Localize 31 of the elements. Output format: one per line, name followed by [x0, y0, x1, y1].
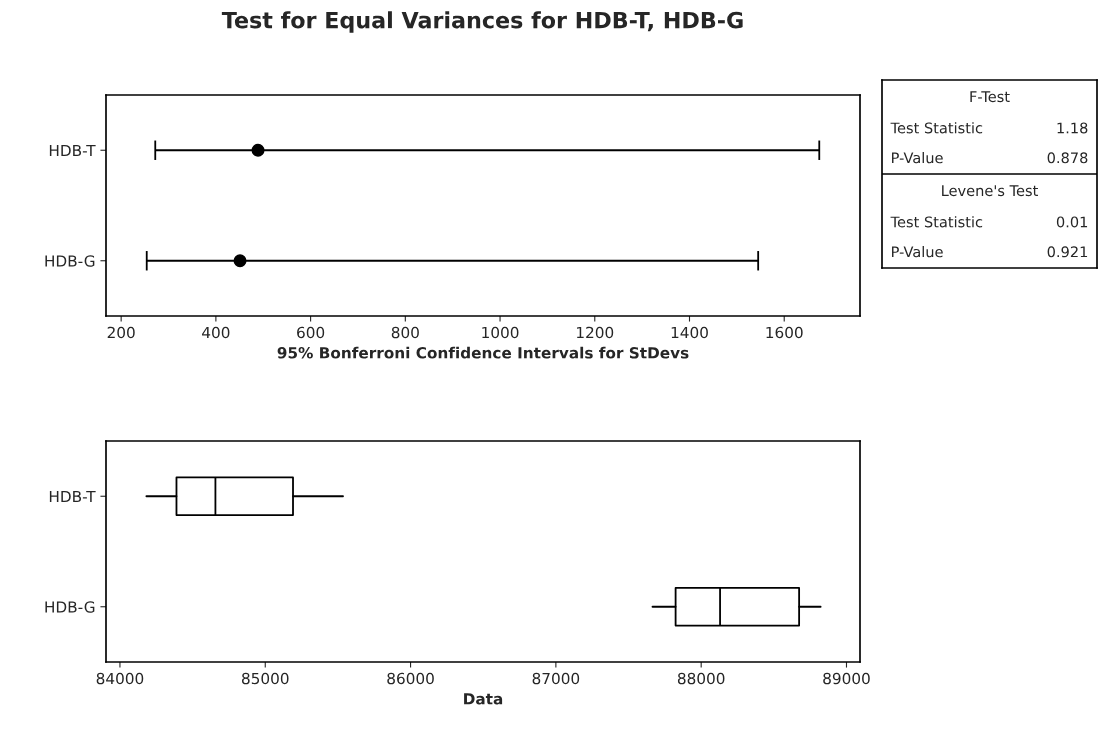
- x-tick-label: 200: [107, 326, 135, 339]
- text: 0.921: [1047, 246, 1088, 258]
- x-tick-label: 400: [202, 326, 230, 339]
- text: Levene's Test: [942, 185, 1038, 197]
- x-tick-label: 86000: [387, 672, 434, 685]
- text: F-Test: [970, 91, 1010, 103]
- x-tick-label: 88000: [677, 672, 725, 685]
- y-tick-label: HDB-G: [45, 255, 95, 267]
- x-tick-label: 1000: [482, 326, 519, 339]
- x-tick-label: 1600: [766, 326, 803, 339]
- chart-title: Test for Equal Variances for HDB-T, HDB-G: [221, 11, 743, 33]
- text: P-Value: [892, 152, 943, 164]
- y-tick-label: HDB-T: [49, 490, 96, 503]
- x-tick-label: 1400: [671, 326, 708, 339]
- y-tick-label: HDB-G: [45, 601, 95, 613]
- y-tick-label: HDB-T: [49, 144, 96, 157]
- x-tick-label: 800: [391, 326, 419, 339]
- text: Test Statistic: [890, 122, 983, 134]
- x-tick-label: 600: [297, 326, 325, 339]
- text: 0.878: [1047, 152, 1088, 164]
- x-axis-title: Data: [464, 693, 503, 705]
- x-tick-label: 85000: [241, 672, 289, 685]
- x-tick-label: 84000: [96, 672, 144, 685]
- x-tick-label: 87000: [532, 672, 580, 685]
- text: 0.01: [1056, 216, 1088, 228]
- text: 1.18: [1057, 122, 1088, 134]
- text: Test Statistic: [890, 216, 983, 228]
- x-tick-label: 1200: [577, 326, 614, 339]
- x-tick-label: 89000: [823, 672, 870, 685]
- text: P-Value: [892, 246, 943, 258]
- x-axis-title: 95% Bonferroni Confidence Intervals for StDevs: [277, 346, 689, 359]
